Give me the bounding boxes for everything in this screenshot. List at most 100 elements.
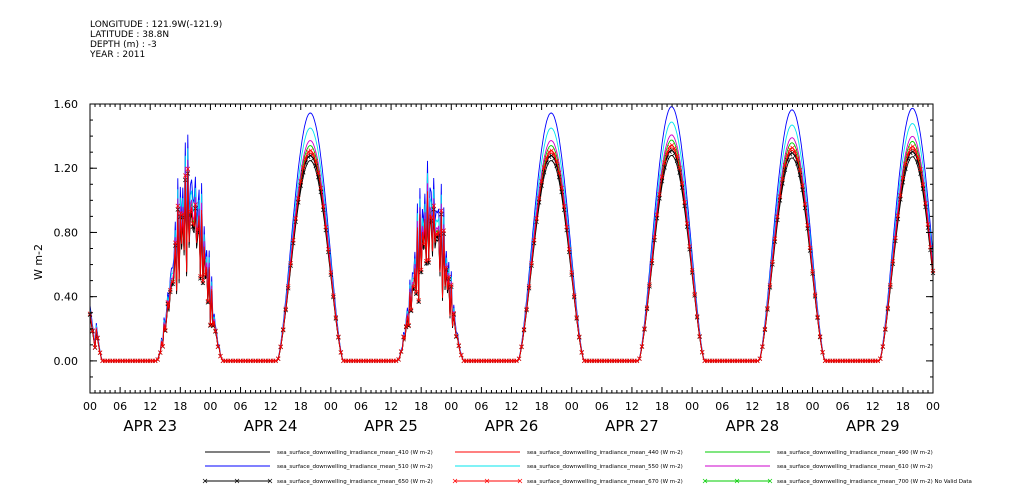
x-tick-label: 06 [354,400,368,413]
series-marker [905,151,911,157]
legend-label: sea_surface_downwelling_irradiance_mean_… [277,450,433,456]
series-marker [298,179,303,184]
x-tick-label: 12 [384,400,398,413]
series-marker [536,196,542,201]
x-tick-label: 18 [775,400,789,413]
series-marker [692,291,697,297]
legend-label: sea_surface_downwelling_irradiance_mean_… [777,479,972,485]
series-marker [554,158,559,164]
series-marker [790,150,795,156]
series-marker [760,344,765,349]
series-marker [657,196,662,201]
legend-label: sea_surface_downwelling_irradiance_mean_… [777,464,933,470]
series-marker [878,356,883,361]
series-marker [313,158,319,164]
series-marker [662,160,667,165]
series-marker [318,189,324,195]
series-marker [321,203,326,209]
series-marker [539,179,544,184]
series-marker [198,274,203,279]
legend-marker [702,478,708,484]
series-marker [664,150,670,155]
y-axis-label: W m-2 [32,244,45,280]
x-tick-label: 12 [745,400,759,413]
series-marker [566,247,572,252]
axes: 0.00 0.40 0.80 1.20 1.60 00 06 12 18 00 06 12 18 00 06… [54,98,941,435]
series-marker [524,306,529,312]
series-marker [559,189,564,195]
series-marker [401,334,406,339]
series-marker [777,198,783,203]
plot-frame [89,103,934,394]
depth-text: DEPTH (m) : -3 [90,40,157,50]
series-marker [413,291,419,296]
y-tick-label: 0.80 [54,226,79,239]
series-marker [97,350,103,355]
series-marker [333,315,339,320]
series-marker [787,146,793,152]
series-marker [579,350,584,355]
x-tick-label: 12 [505,400,519,413]
series-marker [155,357,160,362]
series-marker [195,227,201,232]
series-marker [168,287,173,293]
series-marker [920,186,926,192]
series-marker [165,300,171,305]
series-marker [546,149,552,155]
date-label: APR 28 [726,417,780,435]
series-marker [893,235,898,241]
x-tick-label: 00 [444,400,458,413]
series-marker [767,283,773,288]
series-marker [393,358,399,364]
y-tick-label: 0.40 [54,291,79,304]
series-marker [278,344,283,349]
series-marker [200,280,206,286]
series-marker [454,333,459,339]
series-marker [571,293,577,298]
series-marker [215,344,221,349]
series-marker [316,170,321,175]
date-label: APR 23 [123,417,177,435]
series-marker [326,247,331,252]
x-tick-label: 06 [234,400,248,413]
series-marker [283,306,288,312]
series-marker [205,298,211,304]
series-marker [689,268,695,273]
series-marker [433,231,439,237]
legend-marker [267,478,273,484]
series-marker [564,224,569,230]
series-marker [551,151,557,156]
series-marker [318,185,324,191]
series-marker [544,155,549,160]
series-marker [549,148,554,153]
x-tick-label: 00 [324,400,338,413]
series-marker [797,168,803,173]
series-marker [775,214,780,219]
legend-marker [484,478,490,484]
x-tick-label: 18 [896,400,910,413]
series-marker [782,162,788,168]
series-line [89,121,934,362]
x-tick-label: 12 [625,400,639,413]
legend-label: sea_surface_downwelling_irradiance_mean_… [777,450,933,456]
legend-marker [452,478,458,484]
plot-lines [87,106,936,364]
series-marker [682,203,687,209]
x-tick-label: 06 [474,400,488,413]
x-tick-label: 18 [655,400,669,413]
date-label: APR 29 [846,417,900,435]
series-marker [918,166,923,172]
series-marker [910,144,916,149]
series-marker [290,238,296,243]
series-marker [880,344,886,349]
series-marker [218,353,223,359]
series-marker [762,326,768,332]
legend: sea_surface_downwelling_irradiance_mean_… [202,450,972,485]
series-marker [536,200,542,205]
series-marker [308,148,314,153]
year-text: YEAR : 2011 [90,50,146,60]
series-marker [188,209,193,214]
series-marker [790,145,795,151]
series-marker [328,270,334,275]
series-marker [408,308,414,314]
